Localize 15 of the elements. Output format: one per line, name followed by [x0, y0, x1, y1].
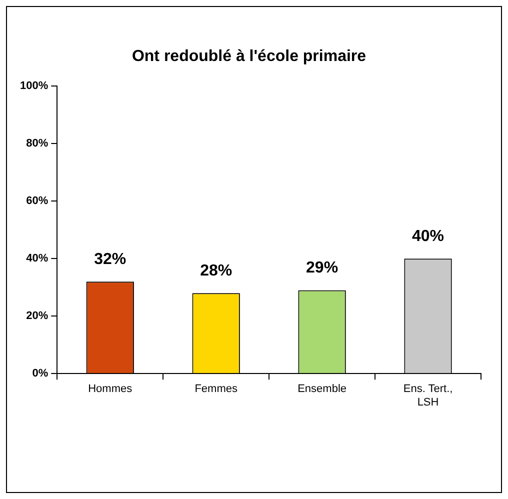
x-tick-label: Hommes: [88, 383, 133, 396]
y-tick-label: 0%: [32, 368, 48, 380]
y-tick-label: 40%: [26, 252, 48, 265]
data-label: 32%: [94, 251, 126, 268]
data-label: 28%: [200, 262, 232, 280]
x-tick-label: Ensemble: [298, 383, 347, 396]
y-tick-label: 60%: [26, 195, 48, 208]
x-tick-label: Ens. Tert., LSH: [403, 383, 453, 408]
y-tick-label: 100%: [20, 80, 48, 92]
x-tick-label: Femmes: [194, 383, 238, 396]
y-tick-label: 80%: [26, 138, 48, 150]
data-label: 40%: [412, 228, 444, 246]
chart-title: Ont redoublé à l'école primaire: [132, 48, 366, 66]
data-label: 29%: [306, 260, 338, 277]
y-tick-label: 20%: [26, 310, 48, 322]
